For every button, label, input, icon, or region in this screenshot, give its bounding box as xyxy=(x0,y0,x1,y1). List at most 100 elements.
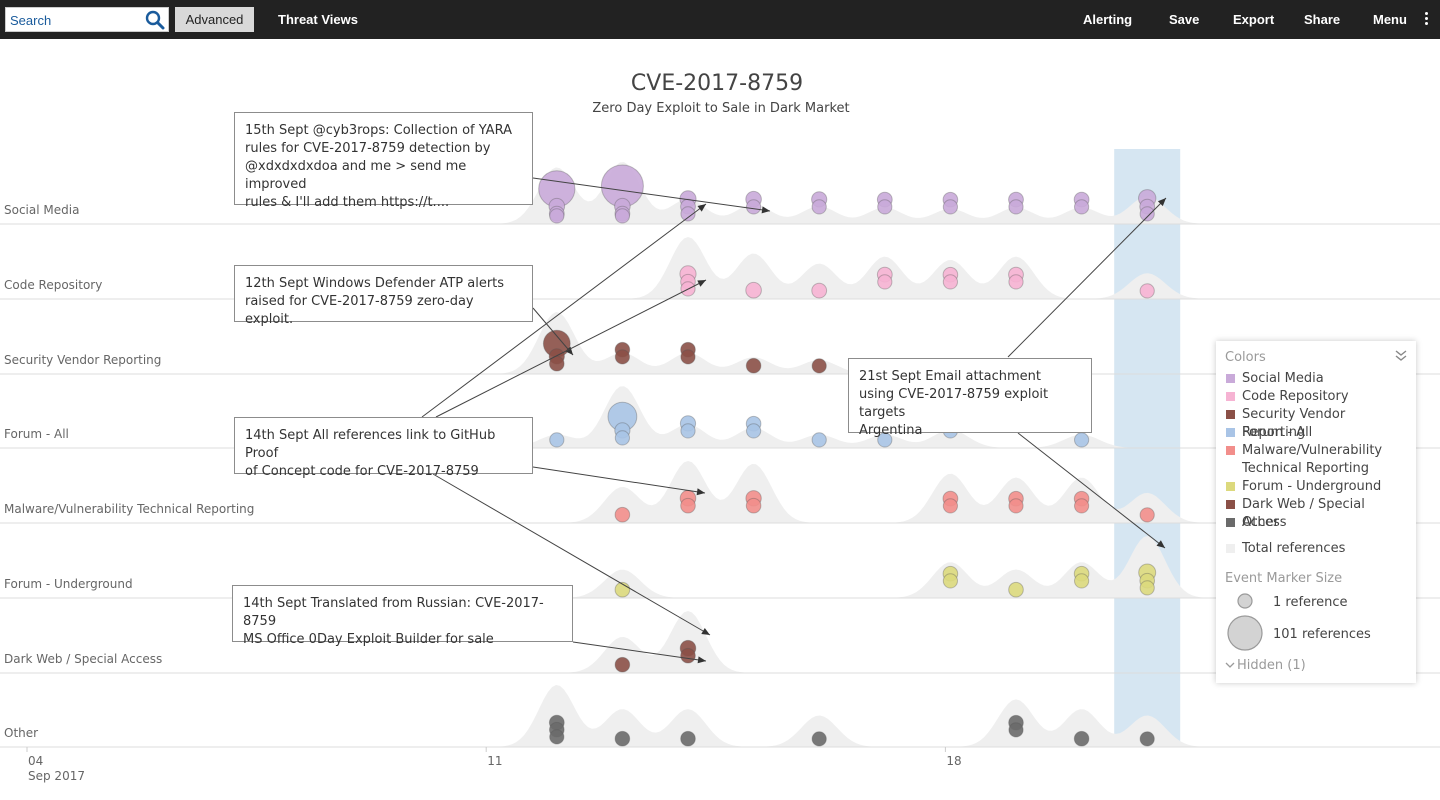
event-marker xyxy=(1139,206,1155,222)
marker-size-samples xyxy=(1227,593,1263,651)
event-marker xyxy=(811,432,827,448)
legend-swatch xyxy=(1226,428,1235,437)
legend-item-label: Malware/Vulnerability Technical Reportin… xyxy=(1242,443,1383,476)
chevron-down-icon xyxy=(1225,662,1235,668)
size-small-label: 1 reference xyxy=(1273,595,1348,610)
density-ridge xyxy=(480,237,1250,299)
event-marker xyxy=(1139,507,1155,523)
lane-label: Code Repository xyxy=(4,278,102,292)
event-marker xyxy=(614,349,631,365)
event-marker xyxy=(811,199,827,215)
annotation-arrowhead xyxy=(697,280,706,287)
export-button[interactable]: Export xyxy=(1233,12,1275,27)
x-tick-sublabel: Sep 2017 xyxy=(28,769,85,783)
annotation-arrowhead xyxy=(1156,540,1165,548)
annotation-arrowhead xyxy=(1157,198,1166,207)
event-marker xyxy=(680,423,696,439)
event-marker xyxy=(614,430,631,446)
legend-item-label: Social Media xyxy=(1242,371,1324,386)
collapse-legend-icon[interactable] xyxy=(1394,348,1408,362)
search-box[interactable] xyxy=(5,7,169,32)
threat-views-link[interactable]: Threat Views xyxy=(278,12,358,27)
event-marker xyxy=(614,506,631,523)
legend-item-label: Forum - Underground xyxy=(1242,479,1382,494)
legend-item-label: Other xyxy=(1242,515,1279,530)
density-ridge xyxy=(480,386,1250,448)
search-icon[interactable] xyxy=(145,10,165,30)
advanced-search-button[interactable]: Advanced xyxy=(175,7,254,32)
legend-item-label: Code Repository xyxy=(1242,389,1349,404)
legend-item-label: Total references xyxy=(1242,541,1346,556)
legend-swatch xyxy=(1226,410,1235,419)
event-marker xyxy=(1139,283,1155,299)
annotation-arrowhead xyxy=(701,628,710,635)
save-button[interactable]: Save xyxy=(1169,12,1200,27)
hidden-series-label: Hidden (1) xyxy=(1237,658,1306,673)
event-marker xyxy=(1008,722,1024,738)
x-tick-label: 18 xyxy=(946,754,961,768)
lane-label: Forum - All xyxy=(4,427,69,441)
density-ridge xyxy=(480,685,1250,747)
event-marker xyxy=(1008,274,1024,290)
size-large-label: 101 references xyxy=(1273,627,1371,642)
event-marker xyxy=(1074,199,1090,215)
event-marker xyxy=(1139,580,1155,596)
legend-colors-title: Colors xyxy=(1225,350,1266,365)
event-marker xyxy=(942,498,959,514)
annotation-connector xyxy=(421,203,707,418)
legend-size-title: Event Marker Size xyxy=(1225,571,1343,586)
lane-label: Social Media xyxy=(4,203,79,217)
event-marker xyxy=(549,729,565,745)
legend-swatch xyxy=(1226,518,1235,527)
event-marker xyxy=(811,358,827,374)
legend-panel: Colors Social Media Code Repository Securi… xyxy=(1216,341,1416,683)
event-marker xyxy=(680,349,696,365)
size-sample-large xyxy=(1227,615,1263,651)
more-options-icon[interactable] xyxy=(1424,12,1430,28)
search-input[interactable] xyxy=(10,11,140,29)
density-ridge xyxy=(480,461,1250,523)
annotation-connector xyxy=(1007,197,1167,358)
menu-button[interactable]: Menu xyxy=(1373,12,1407,27)
event-marker xyxy=(1139,731,1155,747)
lane-label: Dark Web / Special Access xyxy=(4,652,162,666)
event-marker xyxy=(877,199,893,215)
event-marker xyxy=(1074,432,1090,448)
annotation-connector xyxy=(435,279,707,418)
event-marker xyxy=(680,206,696,222)
event-marker xyxy=(745,281,762,299)
event-marker xyxy=(942,199,959,215)
event-marker xyxy=(614,656,631,673)
lane-label: Security Vendor Reporting xyxy=(4,353,161,367)
alerting-button[interactable]: Alerting xyxy=(1083,12,1133,27)
annotation-arrowhead xyxy=(761,206,770,214)
event-marker xyxy=(1074,498,1090,514)
annotation-callout: 14th Sept All references link to GitHub … xyxy=(234,417,533,479)
event-marker xyxy=(942,274,959,290)
event-marker xyxy=(746,199,762,215)
legend-item-label: Dark Web / Special Access xyxy=(1242,497,1365,530)
event-marker xyxy=(811,282,828,299)
share-button[interactable]: Share xyxy=(1304,12,1341,27)
density-ridge xyxy=(480,162,1250,224)
event-marker xyxy=(942,573,959,589)
legend-swatch xyxy=(1226,446,1235,455)
event-marker xyxy=(811,731,827,747)
chart-title: CVE-2017-8759 xyxy=(631,71,803,96)
annotation-connector xyxy=(532,177,771,212)
event-marker xyxy=(1073,730,1090,747)
legend-item-label: Forum - All xyxy=(1242,425,1313,440)
top-navigation-bar: Advanced Threat Views Alerting Save Expo… xyxy=(0,0,1440,39)
event-marker xyxy=(614,730,631,747)
event-marker xyxy=(1074,573,1090,589)
event-marker xyxy=(680,730,696,747)
lane-label: Malware/Vulnerability Technical Reportin… xyxy=(4,502,254,516)
legend-swatch xyxy=(1226,544,1235,553)
density-ridge xyxy=(480,536,1250,598)
x-tick-label: 04 xyxy=(28,754,43,768)
event-marker xyxy=(549,432,565,448)
annotation-arrowhead xyxy=(697,656,706,664)
legend-swatch xyxy=(1226,482,1235,491)
annotation-connector xyxy=(532,466,706,494)
event-marker xyxy=(745,357,762,374)
